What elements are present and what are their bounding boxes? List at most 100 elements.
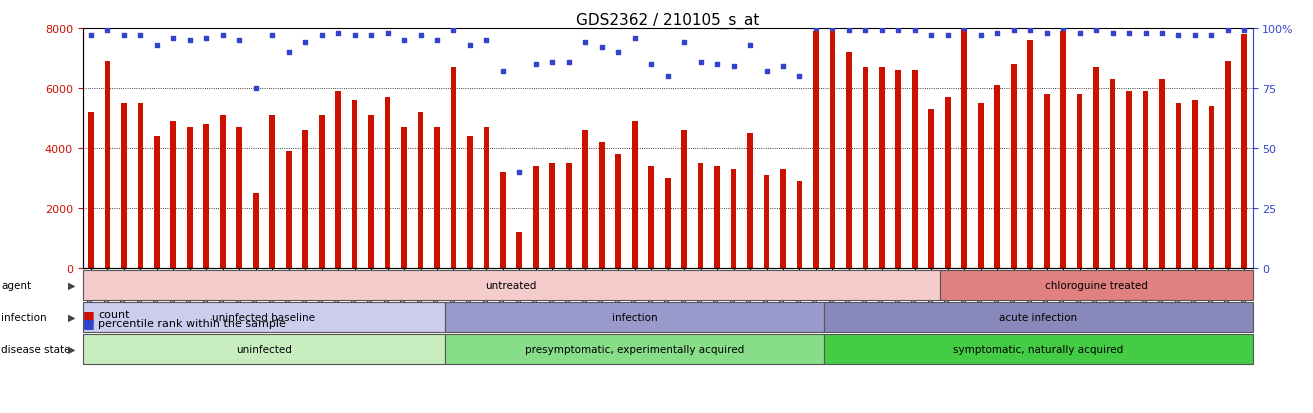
Point	[394, 38, 415, 44]
Bar	[599, 143, 604, 268]
Bar	[269, 116, 276, 268]
Point	[937, 33, 958, 39]
Point	[986, 31, 1007, 37]
Bar	[1027, 41, 1033, 268]
Point	[905, 28, 926, 35]
Bar	[813, 32, 819, 268]
Bar	[500, 173, 506, 268]
Point	[525, 62, 546, 68]
Point	[196, 35, 217, 42]
Bar	[747, 134, 752, 268]
Point	[575, 40, 596, 47]
Bar	[1109, 80, 1116, 268]
Point	[328, 31, 349, 37]
Point	[1201, 33, 1222, 39]
Point	[542, 59, 563, 66]
Point	[953, 26, 974, 32]
Text: chloroguine treated: chloroguine treated	[1045, 280, 1148, 290]
Bar	[1142, 92, 1149, 268]
Point	[1169, 33, 1190, 39]
Bar	[649, 166, 654, 268]
Point	[1036, 31, 1057, 37]
Point	[460, 43, 481, 49]
Bar	[186, 128, 193, 268]
Point	[1102, 31, 1123, 37]
Text: ▶: ▶	[68, 344, 76, 354]
Point	[278, 50, 299, 56]
Bar	[928, 110, 934, 268]
Point	[723, 64, 744, 71]
Text: percentile rank within the sample: percentile rank within the sample	[98, 318, 286, 328]
Point	[1053, 26, 1074, 32]
Point	[213, 33, 234, 39]
Bar	[1192, 101, 1197, 268]
Bar	[1159, 80, 1165, 268]
Point	[1119, 31, 1140, 37]
Bar	[697, 164, 704, 268]
Bar	[418, 113, 423, 268]
Point	[1003, 28, 1024, 35]
Text: infection: infection	[612, 312, 658, 322]
Point	[888, 28, 909, 35]
Bar	[88, 113, 93, 268]
Text: disease state: disease state	[1, 344, 71, 354]
Bar	[994, 86, 1001, 268]
Text: acute infection: acute infection	[999, 312, 1078, 322]
Point	[1152, 31, 1173, 37]
Point	[228, 38, 249, 44]
Point	[970, 33, 991, 39]
Bar	[863, 68, 868, 268]
Point	[146, 43, 167, 49]
Point	[294, 40, 315, 47]
Bar	[138, 104, 143, 268]
Bar	[1094, 68, 1099, 268]
Bar	[105, 62, 110, 268]
Point	[163, 35, 184, 42]
Bar	[731, 170, 737, 268]
Point	[706, 62, 727, 68]
Point	[410, 33, 431, 39]
Bar	[335, 92, 341, 268]
Bar	[1127, 92, 1132, 268]
Bar	[204, 125, 209, 268]
Bar	[483, 128, 490, 268]
Bar	[533, 166, 538, 268]
Text: untreated: untreated	[486, 280, 537, 290]
Point	[739, 43, 760, 49]
Bar	[878, 68, 885, 268]
Point	[1217, 28, 1238, 35]
Bar	[236, 128, 242, 268]
Point	[1184, 33, 1205, 39]
Text: symptomatic, naturally acquired: symptomatic, naturally acquired	[953, 344, 1124, 354]
Bar	[1011, 65, 1016, 268]
Bar	[1208, 107, 1215, 268]
Point	[180, 38, 201, 44]
Point	[920, 33, 941, 39]
Bar	[583, 131, 588, 268]
Text: GDS2362 / 210105_s_at: GDS2362 / 210105_s_at	[576, 12, 759, 28]
Text: ▶: ▶	[68, 312, 76, 322]
Bar	[368, 116, 374, 268]
Point	[691, 59, 712, 66]
Bar	[121, 104, 127, 268]
Point	[839, 28, 860, 35]
Point	[872, 28, 893, 35]
Text: ■: ■	[83, 316, 95, 330]
Point	[591, 45, 612, 51]
Bar	[846, 53, 852, 268]
Bar	[616, 154, 621, 268]
Bar	[385, 98, 390, 268]
Bar	[1060, 32, 1066, 268]
Point	[1134, 31, 1155, 37]
Text: agent: agent	[1, 280, 32, 290]
Point	[311, 33, 332, 39]
Bar	[714, 166, 720, 268]
Point	[492, 69, 513, 75]
Bar	[1242, 35, 1247, 268]
Point	[97, 28, 118, 35]
Bar	[402, 128, 407, 268]
Point	[344, 33, 365, 39]
Point	[475, 38, 496, 44]
Bar	[961, 26, 968, 268]
Point	[130, 33, 151, 39]
